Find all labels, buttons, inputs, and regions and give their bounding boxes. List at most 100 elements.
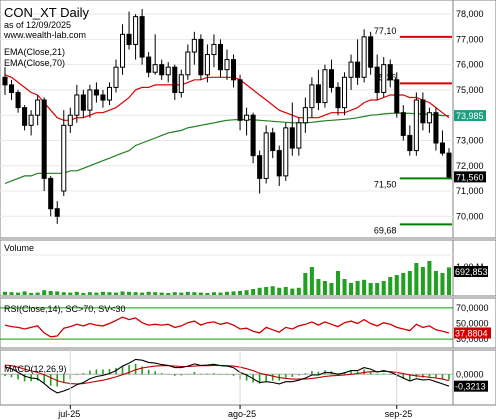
candle-body-down <box>217 43 223 71</box>
candle-body-down <box>420 99 426 124</box>
candles <box>2 9 452 224</box>
macd-histogram-bar <box>43 374 45 384</box>
candle-body-up <box>35 99 41 116</box>
date-axis: jul-25 ago-25 sep-25 <box>57 350 412 419</box>
candle <box>433 107 439 151</box>
candle <box>159 59 165 80</box>
candle <box>61 110 67 197</box>
candle <box>407 125 413 156</box>
candle-body-up <box>74 94 80 116</box>
candle-body-down <box>257 155 263 179</box>
macd-histogram-bar <box>49 374 52 386</box>
volume-bar <box>414 263 419 295</box>
candle-body-down <box>374 66 380 93</box>
volume-bar <box>205 293 210 295</box>
candle <box>283 122 289 181</box>
candle <box>120 24 126 75</box>
candle-body-down <box>2 76 8 86</box>
candle-body-down <box>368 36 374 68</box>
volume-bar <box>127 291 132 295</box>
candle <box>374 54 380 101</box>
volume-bar <box>61 292 66 295</box>
legend-ema21: EMA(Close,21) <box>4 47 65 57</box>
candle <box>413 92 419 156</box>
candle <box>381 57 387 98</box>
macd-histogram-bar <box>356 371 359 375</box>
volume-bar <box>218 292 223 295</box>
volume-bar <box>277 287 282 295</box>
volume-bar <box>42 290 47 295</box>
last-price-label: 71,560 <box>456 172 484 182</box>
macd-histogram-bar <box>435 374 437 378</box>
volume-bar <box>407 271 412 295</box>
volume-bar <box>375 283 380 295</box>
candle <box>270 127 276 159</box>
candle <box>335 82 341 116</box>
candle-body-down <box>93 89 99 96</box>
volume-bar <box>244 290 249 295</box>
volume-bar <box>316 279 321 295</box>
candle-body-down <box>80 94 86 111</box>
volume-bar <box>394 275 399 295</box>
candle-body-down <box>159 64 165 76</box>
candle <box>191 31 197 65</box>
volume-bar <box>290 288 295 295</box>
candle <box>446 148 452 179</box>
candle <box>54 201 60 224</box>
volume-bar <box>100 291 105 295</box>
macd-histogram-bar <box>200 373 202 375</box>
candle <box>400 105 406 141</box>
candle-body-up <box>87 89 93 111</box>
macd-histogram-bar <box>213 373 215 375</box>
macd-histogram-bar <box>160 373 163 375</box>
candle <box>224 49 230 80</box>
candle-body-up <box>178 74 184 93</box>
candle <box>420 92 426 131</box>
macd-histogram-bar <box>89 370 91 375</box>
date-label: ago-25 <box>228 409 256 419</box>
candle <box>296 117 302 156</box>
source-url: www.wealth-lab.com <box>3 30 86 40</box>
candle <box>106 82 112 106</box>
volume-last-tag: 692,853 <box>454 266 488 277</box>
ema70-tag: 73,985 <box>454 110 486 122</box>
candle-body-up <box>309 84 315 109</box>
macd-histogram-bar <box>441 374 444 380</box>
volume-bar <box>381 281 386 295</box>
macd-histogram-bar <box>428 374 431 377</box>
volume-bar <box>113 292 119 295</box>
candle <box>309 77 315 118</box>
volume-bar <box>146 291 151 295</box>
macd-histogram-bar <box>17 374 19 380</box>
volume-bar <box>198 292 203 295</box>
candle <box>152 34 158 75</box>
price-tick-label: 77,000 <box>456 34 484 44</box>
support-label: 69,68 <box>374 225 397 235</box>
macd-histogram-bar <box>245 374 248 381</box>
macd-histogram-bar <box>304 373 307 375</box>
volume-title: Volume <box>4 243 34 253</box>
macd-histogram-bar <box>317 371 320 375</box>
candle-body-down <box>198 38 204 76</box>
candle-body-down <box>9 84 15 93</box>
candle-body-up <box>204 54 210 76</box>
candle <box>74 84 80 123</box>
candle <box>2 67 8 95</box>
price-tick-label: 72,000 <box>456 161 484 171</box>
volume-bar <box>433 271 438 295</box>
volume-bar <box>2 291 8 295</box>
candle-body-up <box>185 51 191 76</box>
candle-body-down <box>289 127 295 149</box>
macd-histogram-bar <box>82 373 85 375</box>
volume-bar <box>362 279 367 295</box>
date-label: jul-25 <box>57 409 80 419</box>
volume-bar <box>22 291 27 295</box>
candle <box>276 145 282 186</box>
candle <box>41 97 47 192</box>
macd-histogram-bar <box>382 373 385 375</box>
candle <box>146 52 152 78</box>
candle-body-up <box>263 132 269 179</box>
volume-bar <box>107 292 112 295</box>
volume-bar <box>368 283 373 295</box>
volume-bar <box>224 291 230 295</box>
